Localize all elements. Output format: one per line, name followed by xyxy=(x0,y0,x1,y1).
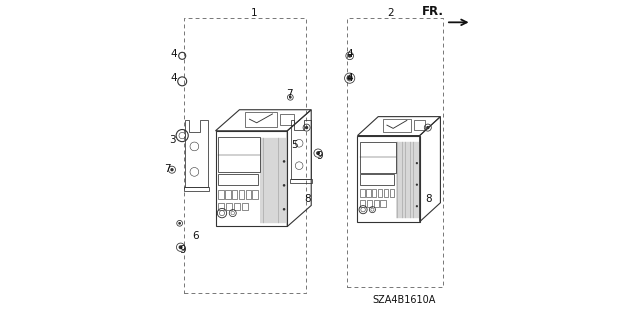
Circle shape xyxy=(179,245,182,249)
Bar xyxy=(218,137,260,172)
Text: 8: 8 xyxy=(425,194,432,204)
Bar xyxy=(381,200,386,207)
Circle shape xyxy=(305,126,308,129)
Bar xyxy=(390,189,394,197)
Circle shape xyxy=(179,222,181,225)
Text: 7: 7 xyxy=(286,89,293,99)
Bar xyxy=(360,174,394,185)
Bar xyxy=(367,200,372,207)
Bar xyxy=(358,136,420,222)
Text: FR.: FR. xyxy=(422,4,444,18)
Text: SZA4B1610A: SZA4B1610A xyxy=(373,295,436,305)
Circle shape xyxy=(416,205,418,207)
Bar xyxy=(234,203,240,210)
Bar xyxy=(253,190,258,199)
Bar xyxy=(360,189,365,197)
Bar xyxy=(225,190,230,199)
Circle shape xyxy=(170,168,173,171)
Bar xyxy=(218,190,224,199)
Bar xyxy=(227,203,232,210)
Text: 8: 8 xyxy=(304,194,310,204)
Bar xyxy=(374,200,379,207)
Bar xyxy=(378,189,382,197)
Text: 3: 3 xyxy=(170,135,176,145)
Circle shape xyxy=(283,160,285,163)
Text: 4: 4 xyxy=(346,49,353,59)
Bar xyxy=(216,131,287,226)
Circle shape xyxy=(283,208,285,211)
Text: 4: 4 xyxy=(171,73,177,83)
Circle shape xyxy=(416,162,418,164)
Circle shape xyxy=(416,183,418,186)
Circle shape xyxy=(289,96,292,99)
Circle shape xyxy=(348,54,351,58)
Text: 7: 7 xyxy=(164,164,171,174)
Bar xyxy=(360,200,365,207)
Text: 1: 1 xyxy=(252,8,258,18)
Circle shape xyxy=(316,151,320,155)
Text: 6: 6 xyxy=(192,231,199,241)
Bar xyxy=(366,189,371,197)
Circle shape xyxy=(426,126,429,129)
Circle shape xyxy=(348,76,352,81)
Text: 2: 2 xyxy=(387,8,394,18)
Bar xyxy=(218,174,258,185)
Bar xyxy=(242,203,248,210)
Bar xyxy=(360,142,396,173)
Bar xyxy=(372,189,376,197)
Bar xyxy=(239,190,244,199)
Text: 4: 4 xyxy=(171,49,177,59)
Bar xyxy=(383,189,388,197)
Circle shape xyxy=(283,184,285,187)
Bar xyxy=(218,203,225,210)
Text: 4: 4 xyxy=(346,73,353,83)
Bar xyxy=(232,190,237,199)
Text: 9: 9 xyxy=(179,245,186,256)
Text: 9: 9 xyxy=(316,151,323,161)
Text: 5: 5 xyxy=(291,140,298,150)
Bar xyxy=(246,190,251,199)
